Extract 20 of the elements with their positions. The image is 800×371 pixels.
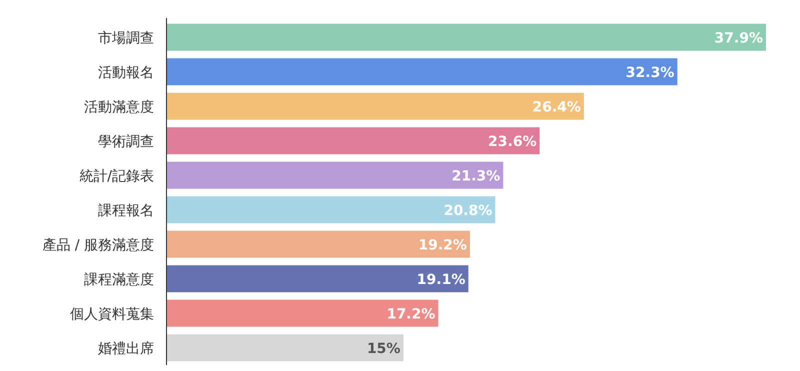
y-tick-label: 產品 / 服務滿意度 (42, 237, 154, 254)
y-tick-label: 婚禮出席 (98, 340, 154, 357)
y-tick-label: 市場調查 (98, 30, 154, 46)
y-tick-label: 學術調查 (98, 134, 154, 150)
data-label: 20.8% (444, 202, 492, 219)
y-tick-label: 課程報名 (98, 202, 154, 219)
y-tick-label: 個人資料蒐集 (70, 306, 154, 322)
data-label: 37.9% (714, 30, 763, 46)
data-label: 19.1% (416, 272, 466, 288)
data-label: 19.2% (418, 237, 467, 254)
data-label: 32.3% (626, 64, 674, 81)
y-tick-label: 課程滿意度 (84, 272, 154, 288)
data-label: 15% (366, 340, 400, 357)
data-label: 21.3% (452, 168, 500, 184)
y-tick-label: 活動報名 (98, 64, 154, 81)
data-label: 17.2% (386, 306, 436, 322)
data-label: 23.6% (488, 134, 537, 150)
data-label: 26.4% (532, 99, 581, 116)
y-tick-label: 統計/記錄表 (79, 168, 154, 184)
y-tick-label: 活動滿意度 (84, 99, 154, 116)
